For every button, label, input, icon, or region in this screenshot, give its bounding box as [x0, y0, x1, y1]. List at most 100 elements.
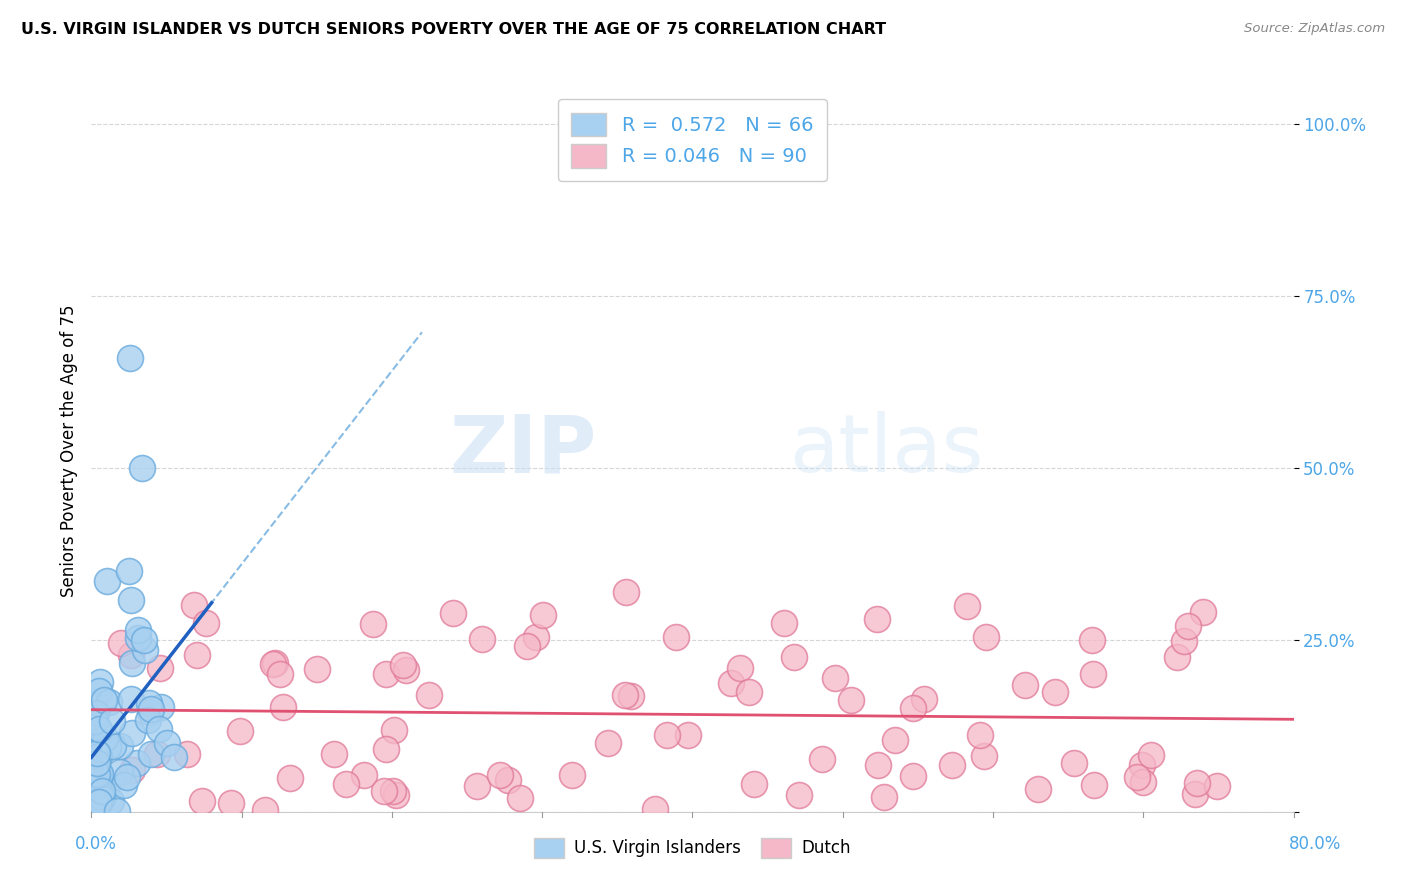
Point	[131, 460, 153, 475]
Point	[395, 663, 418, 677]
Point	[90, 740, 112, 755]
Point	[90, 785, 112, 799]
Point	[134, 642, 156, 657]
Point	[87, 795, 110, 809]
Point	[87, 776, 110, 790]
Point	[1132, 774, 1154, 789]
Point	[956, 599, 979, 614]
Point	[866, 758, 889, 772]
Point	[810, 752, 832, 766]
Point	[89, 766, 111, 780]
Point	[1026, 782, 1049, 797]
Y-axis label: Seniors Poverty Over the Age of 75: Seniors Poverty Over the Age of 75	[59, 304, 77, 597]
Point	[973, 749, 995, 764]
Point	[787, 788, 810, 802]
Point	[374, 741, 396, 756]
Point	[186, 648, 208, 662]
Point	[1184, 787, 1206, 801]
Point	[441, 606, 464, 620]
Point	[110, 764, 132, 779]
Point	[136, 713, 159, 727]
Point	[644, 802, 666, 816]
Point	[531, 608, 554, 623]
Point	[737, 685, 759, 699]
Point	[118, 564, 141, 578]
Point	[103, 739, 125, 754]
Point	[86, 756, 108, 770]
Point	[138, 705, 160, 719]
Point	[86, 799, 108, 814]
Point	[1192, 605, 1215, 619]
Point	[655, 728, 678, 742]
Point	[121, 763, 143, 777]
Point	[1043, 684, 1066, 698]
Point	[391, 658, 413, 673]
Point	[141, 701, 163, 715]
Point	[1083, 778, 1105, 792]
Point	[883, 732, 905, 747]
Point	[127, 756, 149, 770]
Point	[614, 584, 637, 599]
Point	[121, 726, 143, 740]
Point	[120, 691, 142, 706]
Point	[665, 631, 688, 645]
Point	[1014, 678, 1036, 692]
Point	[418, 688, 440, 702]
Point	[110, 739, 132, 753]
Point	[83, 694, 105, 708]
Point	[84, 706, 107, 720]
Point	[1166, 650, 1188, 665]
Point	[219, 796, 242, 810]
Point	[93, 731, 115, 746]
Point	[974, 631, 997, 645]
Text: atlas: atlas	[789, 411, 983, 490]
Point	[183, 599, 205, 613]
Point	[1173, 633, 1195, 648]
Point	[561, 767, 583, 781]
Point	[96, 574, 118, 588]
Point	[163, 749, 186, 764]
Point	[596, 736, 619, 750]
Point	[873, 790, 896, 805]
Point	[89, 765, 111, 780]
Point	[676, 727, 699, 741]
Point	[524, 630, 547, 644]
Point	[149, 700, 172, 714]
Point	[82, 762, 104, 776]
Legend: U.S. Virgin Islanders, Dutch: U.S. Virgin Islanders, Dutch	[527, 831, 858, 865]
Point	[84, 743, 107, 757]
Point	[1080, 633, 1102, 648]
Point	[89, 684, 111, 698]
Point	[127, 623, 149, 637]
Point	[148, 722, 170, 736]
Text: Source: ZipAtlas.com: Source: ZipAtlas.com	[1244, 22, 1385, 36]
Point	[1177, 619, 1199, 633]
Point	[146, 747, 169, 761]
Point	[96, 779, 118, 793]
Point	[139, 747, 162, 761]
Point	[262, 657, 284, 672]
Point	[110, 636, 132, 650]
Point	[363, 616, 385, 631]
Point	[382, 784, 405, 798]
Point	[82, 766, 104, 780]
Point	[322, 747, 344, 761]
Point	[84, 714, 107, 728]
Point	[82, 727, 104, 741]
Point	[155, 736, 177, 750]
Point	[720, 676, 742, 690]
Point	[1081, 666, 1104, 681]
Point	[84, 734, 107, 748]
Point	[94, 735, 117, 749]
Point	[471, 632, 494, 646]
Point	[509, 790, 531, 805]
Point	[742, 776, 765, 790]
Point	[82, 780, 104, 794]
Point	[903, 769, 925, 783]
Text: ZIP: ZIP	[449, 411, 596, 490]
Point	[1185, 775, 1208, 789]
Point	[89, 675, 111, 690]
Point	[89, 725, 111, 739]
Point	[772, 616, 794, 631]
Point	[83, 793, 105, 807]
